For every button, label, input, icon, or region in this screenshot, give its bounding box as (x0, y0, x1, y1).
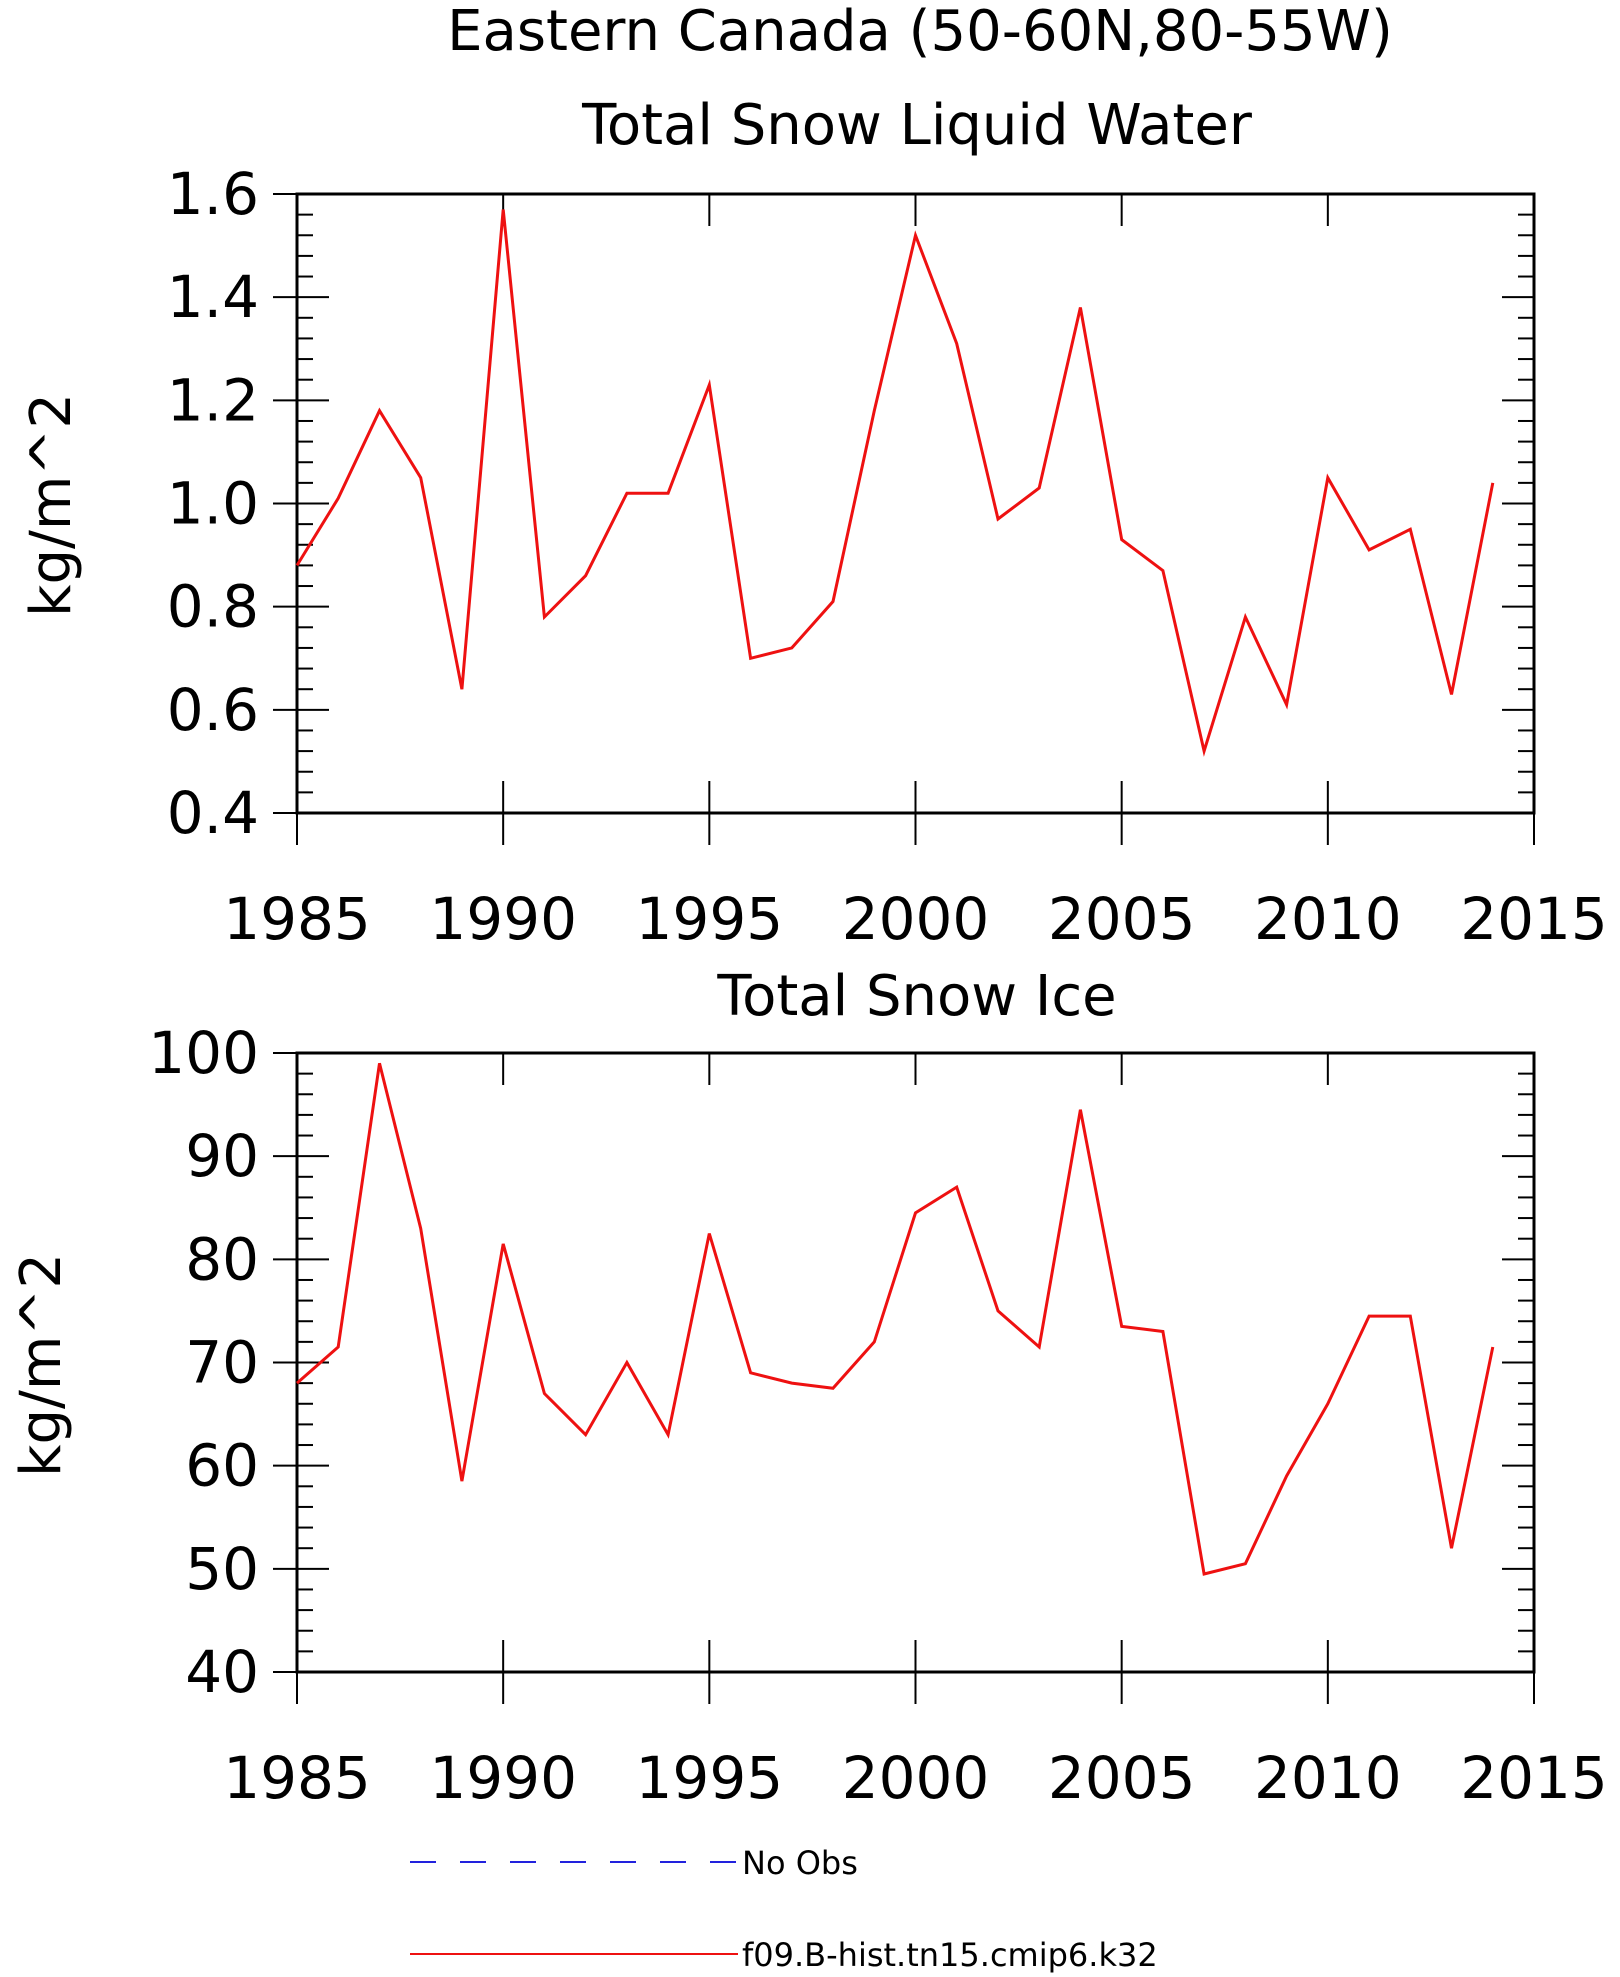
legend: No Obs f09.B-hist.tn15.cmip6.k32 (410, 1844, 1158, 1974)
series-line (295, 209, 1495, 757)
y-tick-label: 100 (148, 1019, 259, 1087)
y-tick-label: 60 (185, 1432, 259, 1500)
x-tick-label: 2010 (1254, 1744, 1402, 1812)
y-tick-label: 0.4 (167, 779, 259, 847)
panel-snow-ice: Total Snow Ice kg/m^2 40 50 60 70 80 90 100 198… (9, 964, 1608, 1812)
y-tick-label: 1.6 (167, 160, 259, 228)
y-tick-label: 1.4 (167, 263, 259, 331)
y-tick-label: 90 (185, 1122, 259, 1190)
y-tick-label: 80 (185, 1225, 259, 1293)
y-tick-label: 40 (185, 1638, 259, 1706)
figure-title: Eastern Canada (50-60N,80-55W) (447, 0, 1393, 64)
x-tick-label: 1985 (223, 1744, 371, 1812)
legend-label-no-obs: No Obs (742, 1844, 858, 1882)
y-tick-label: 1.0 (167, 470, 259, 538)
x-tick-label: 2005 (1048, 1744, 1196, 1812)
legend-label-model: f09.B-hist.tn15.cmip6.k32 (742, 1936, 1158, 1974)
x-tick-label: 1985 (223, 885, 371, 953)
panel-liquid-water: Total Snow Liquid Water kg/m^2 0.4 0.6 0.8… (19, 93, 1608, 953)
x-tick-label: 2005 (1048, 885, 1196, 953)
x-tick-label: 2015 (1460, 885, 1608, 953)
chart-title-snow-ice: Total Snow Ice (716, 964, 1116, 1029)
x-tick-label: 1990 (429, 885, 577, 953)
y-tick-label: 0.6 (167, 676, 259, 744)
x-tick-label: 2015 (1460, 1744, 1608, 1812)
legend-entry-model: f09.B-hist.tn15.cmip6.k32 (410, 1936, 1158, 1974)
y-tick-label: 0.8 (167, 573, 259, 641)
x-tick-label: 2000 (842, 885, 990, 953)
legend-entry-no-obs: No Obs (410, 1844, 858, 1882)
x-tick-label: 1995 (636, 885, 784, 953)
y-tick-label: 50 (185, 1535, 259, 1603)
x-tick-label: 2010 (1254, 885, 1402, 953)
chart-title-liquid-water: Total Snow Liquid Water (581, 93, 1253, 158)
y-tick-label: 70 (185, 1329, 259, 1397)
x-tick-label: 2000 (842, 1744, 990, 1812)
plot-frame (295, 192, 1536, 815)
y-axis-label-liquid-water: kg/m^2 (19, 393, 84, 617)
y-tick-label: 1.2 (167, 366, 259, 434)
axes-snow-ice: 40 50 60 70 80 90 100 1985 1990 1995 2000 2005 2010 2… (148, 1019, 1608, 1812)
y-axis-label-snow-ice: kg/m^2 (9, 1253, 74, 1477)
x-tick-label: 1990 (429, 1744, 577, 1812)
axes-liquid-water: 0.4 0.6 0.8 1.0 1.2 1.4 1.6 1985 1990 1995 2000 200… (167, 160, 1608, 953)
series-line (296, 1062, 1495, 1576)
x-tick-label: 1995 (636, 1744, 784, 1812)
